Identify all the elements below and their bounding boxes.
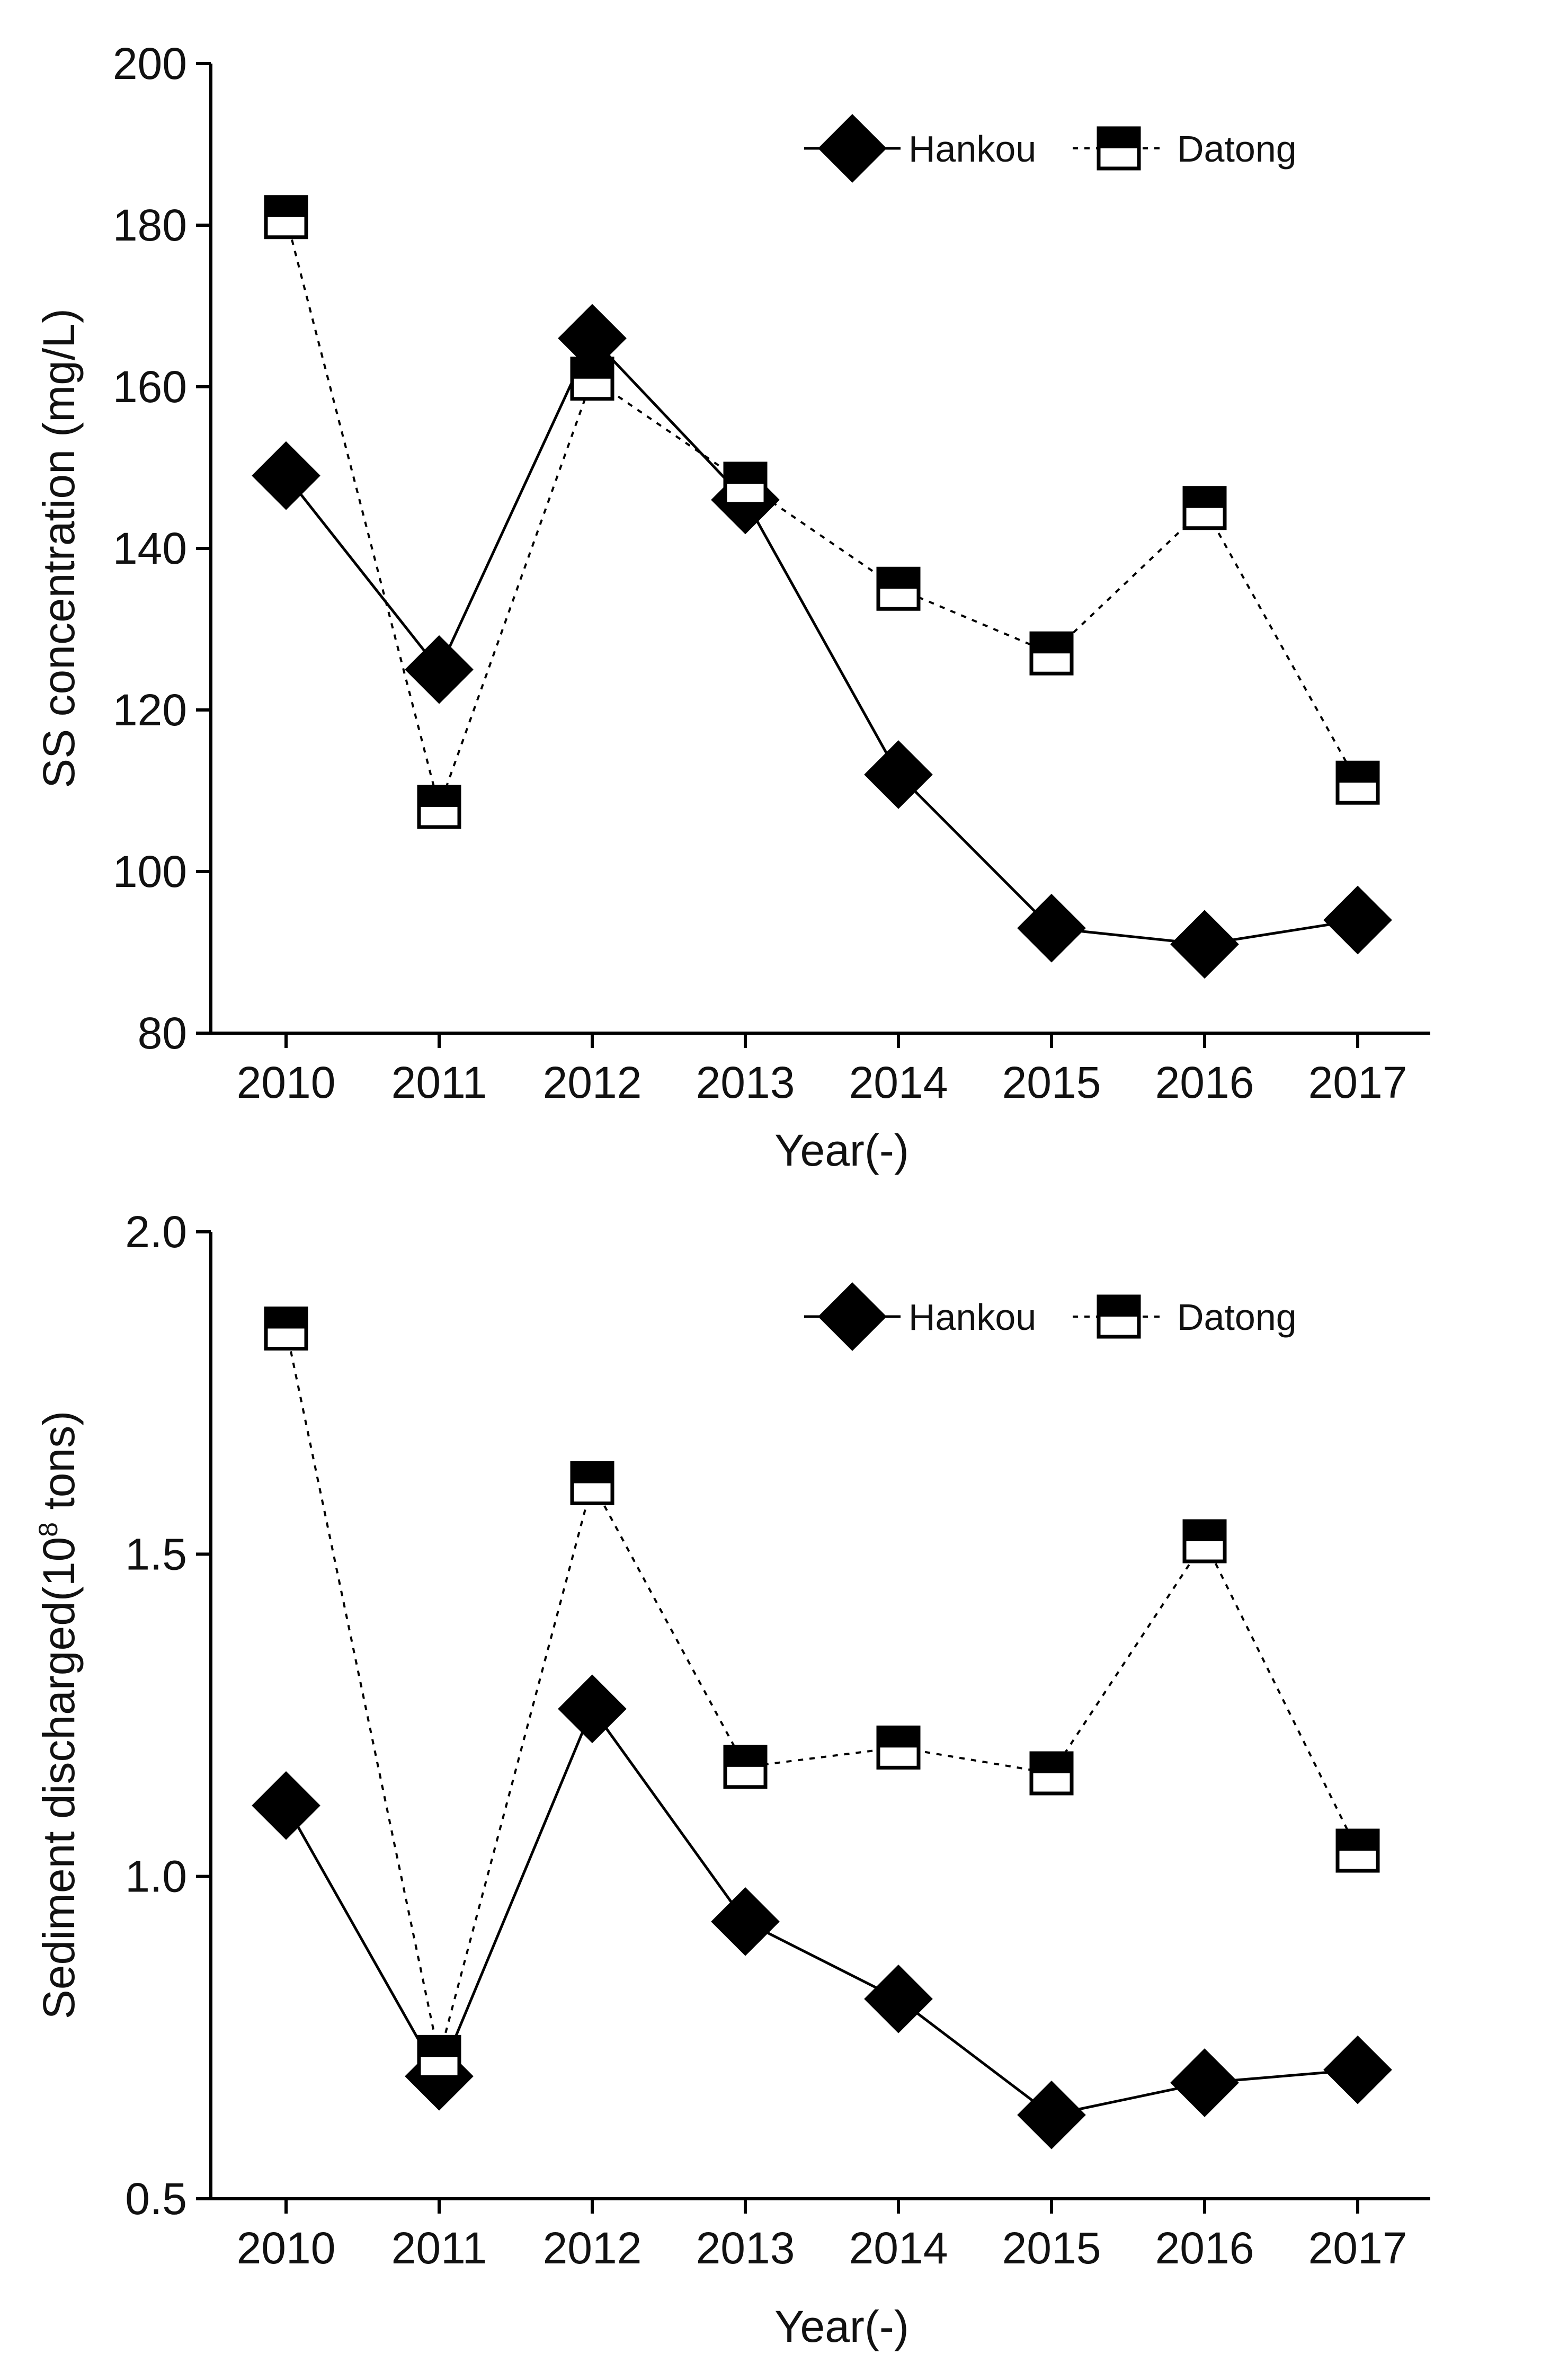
data-point-datong-fill (1338, 762, 1378, 783)
data-point-hankou (252, 441, 320, 510)
x-tick-label: 2014 (849, 1058, 948, 1107)
y-tick-label: 120 (113, 685, 187, 735)
legend-marker-datong-fill (1099, 1296, 1139, 1317)
legend-marker-datong-fill (1099, 128, 1139, 148)
legend: Hankou Datong (804, 1282, 1297, 1351)
y-tick-label: 1.0 (125, 1852, 187, 1902)
data-point-hankou (864, 740, 933, 809)
data-point-datong (570, 1461, 614, 1505)
y-tick-label: 180 (113, 200, 187, 250)
data-point-datong (1182, 486, 1227, 530)
data-point-datong-fill (725, 464, 765, 484)
data-point-datong (570, 357, 614, 401)
data-point-hankou (1170, 2048, 1239, 2117)
data-point-datong (1029, 631, 1074, 676)
legend-marker-hankou (818, 1282, 887, 1351)
legend-marker-datong (1097, 1294, 1141, 1339)
series-line-datong (285, 1328, 1359, 2057)
data-point-datong (1029, 1751, 1074, 1796)
legend-marker-datong (1097, 126, 1141, 171)
chart-sediment-discharged: 0.5 1.0 1.5 2.0 2010 2011 2012 2013 2014 2015 2016… (33, 1207, 1430, 2351)
x-tick-label: 2017 (1308, 1058, 1407, 1107)
data-point-datong (723, 1745, 768, 1789)
x-tick-label: 2015 (1002, 2223, 1101, 2273)
x-tick-label: 2016 (1155, 1058, 1254, 1107)
y-tick-label: 2.0 (125, 1207, 187, 1257)
data-point-datong-fill (572, 358, 612, 379)
data-point-hankou (864, 1965, 933, 2033)
x-tick-label: 2010 (237, 2223, 336, 2273)
y-tick-label: 200 (113, 39, 187, 88)
x-tick-label: 2013 (696, 2223, 795, 2273)
data-point-datong-fill (572, 1463, 612, 1483)
data-point-hankou (1017, 893, 1086, 963)
legend-marker-hankou (818, 114, 887, 183)
data-point-hankou (711, 1887, 780, 1956)
data-point-datong-fill (1338, 1831, 1378, 1851)
data-point-hankou (1323, 885, 1392, 955)
x-tick-label: 2011 (391, 1058, 487, 1107)
legend-label-datong: Datong (1177, 1296, 1297, 1338)
data-point-datong-fill (1031, 1753, 1072, 1773)
x-tick-label: 2012 (543, 2223, 642, 2273)
x-tick-label: 2014 (849, 2223, 948, 2273)
data-point-datong-fill (419, 787, 459, 807)
x-axis-title: Year(-) (774, 1125, 909, 1175)
data-point-datong (264, 195, 308, 239)
data-point-datong (876, 1725, 921, 1770)
y-tick-label: 1.5 (125, 1529, 187, 1579)
y-tick-label: 0.5 (125, 2174, 187, 2224)
y-tick-label: 160 (113, 362, 187, 412)
data-point-datong (723, 461, 768, 506)
data-point-datong-fill (878, 1727, 919, 1748)
data-point-datong-fill (1184, 1521, 1225, 1541)
legend: Hankou Datong (804, 114, 1297, 183)
x-tick-label: 2011 (391, 2223, 487, 2273)
data-point-datong-fill (419, 2037, 459, 2057)
data-point-datong (417, 2035, 461, 2079)
x-tick-label: 2013 (696, 1058, 795, 1107)
data-point-hankou (1170, 910, 1239, 979)
data-point-hankou (1017, 2081, 1086, 2149)
y-axis-title: Sediment discharged(108 tons) (33, 1411, 84, 2019)
data-point-datong-fill (725, 1746, 765, 1767)
data-point-datong (1335, 1828, 1380, 1873)
data-point-datong-fill (878, 568, 919, 589)
x-tick-label: 2012 (543, 1058, 642, 1107)
data-point-datong (1335, 760, 1380, 805)
data-point-datong-fill (1031, 633, 1072, 654)
data-point-datong (1182, 1519, 1227, 1564)
y-axis-title: SS concentration (mg/L) (34, 308, 84, 788)
series-line-datong (285, 217, 1359, 811)
data-point-datong (264, 1307, 308, 1351)
x-axis-title: Year(-) (774, 2302, 909, 2351)
data-point-hankou (252, 1771, 320, 1840)
chart-ss-concentration: 80 100 120 140 160 180 200 2010 2011 2012 2013 2014… (34, 39, 1430, 1175)
y-axis-title-part: tons) (34, 1411, 84, 1522)
data-point-datong (876, 566, 921, 611)
data-point-datong-fill (1184, 487, 1225, 508)
legend-label-hankou: Hankou (908, 128, 1036, 170)
legend-label-hankou: Hankou (908, 1296, 1036, 1338)
data-point-datong (417, 785, 461, 829)
y-tick-label: 140 (113, 523, 187, 573)
x-tick-label: 2016 (1155, 2223, 1254, 2273)
legend-label-datong: Datong (1177, 128, 1297, 170)
y-axis-title-part: SS concentration (mg/L) (34, 308, 84, 788)
data-point-hankou (558, 1674, 627, 1744)
series-line-hankou (285, 336, 1358, 946)
data-point-datong-fill (266, 197, 306, 217)
y-axis-title-part: Sediment discharged(10 (34, 1537, 84, 2020)
data-point-hankou (1323, 2035, 1392, 2104)
data-point-datong-fill (266, 1308, 306, 1329)
x-tick-label: 2015 (1002, 1058, 1101, 1107)
x-tick-label: 2017 (1308, 2223, 1407, 2273)
y-axis-title-part: 8 (33, 1522, 63, 1537)
y-tick-label: 100 (113, 847, 187, 896)
y-tick-label: 80 (138, 1008, 187, 1058)
x-tick-label: 2010 (237, 1058, 336, 1107)
data-point-hankou (405, 635, 474, 704)
